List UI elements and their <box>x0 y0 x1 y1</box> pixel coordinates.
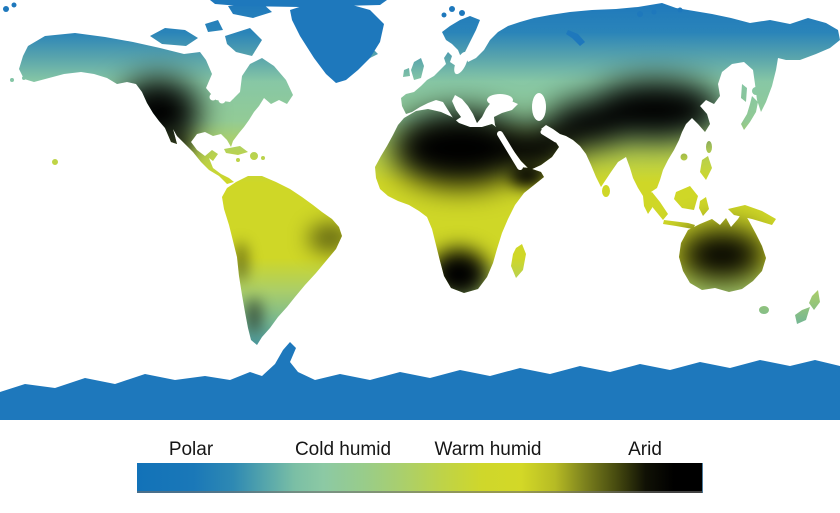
greenland <box>290 2 384 83</box>
world-map <box>0 0 840 420</box>
great-lakes <box>227 92 235 100</box>
caspian-sea <box>532 93 546 121</box>
arid-sahara <box>392 110 528 186</box>
polar-landmasses <box>0 0 840 420</box>
arctic-top-sliver <box>210 0 387 7</box>
great-lakes <box>209 93 217 101</box>
legend: Polar Cold humid Warm humid Arid <box>0 430 840 513</box>
arid-patagonia <box>245 298 263 334</box>
legend-label-arid: Arid <box>628 439 662 460</box>
legend-label-warm-humid: Warm humid <box>434 439 542 460</box>
baltic-sea <box>454 51 468 75</box>
great-lakes <box>218 96 226 104</box>
black-sea <box>487 94 513 106</box>
inland-seas <box>209 51 559 170</box>
world-climate-map-svg <box>0 0 840 420</box>
arid-australia <box>678 229 766 281</box>
red-sea <box>497 131 523 170</box>
arid-horn-of-africa <box>510 165 544 187</box>
legend-label-polar: Polar <box>168 439 214 460</box>
persian-gulf <box>540 129 559 143</box>
antarctica <box>0 342 840 420</box>
legend-label-cold-humid: Cold humid <box>294 439 392 460</box>
novaya-zemlya <box>566 30 585 46</box>
legend-gradient-bar <box>137 463 703 493</box>
